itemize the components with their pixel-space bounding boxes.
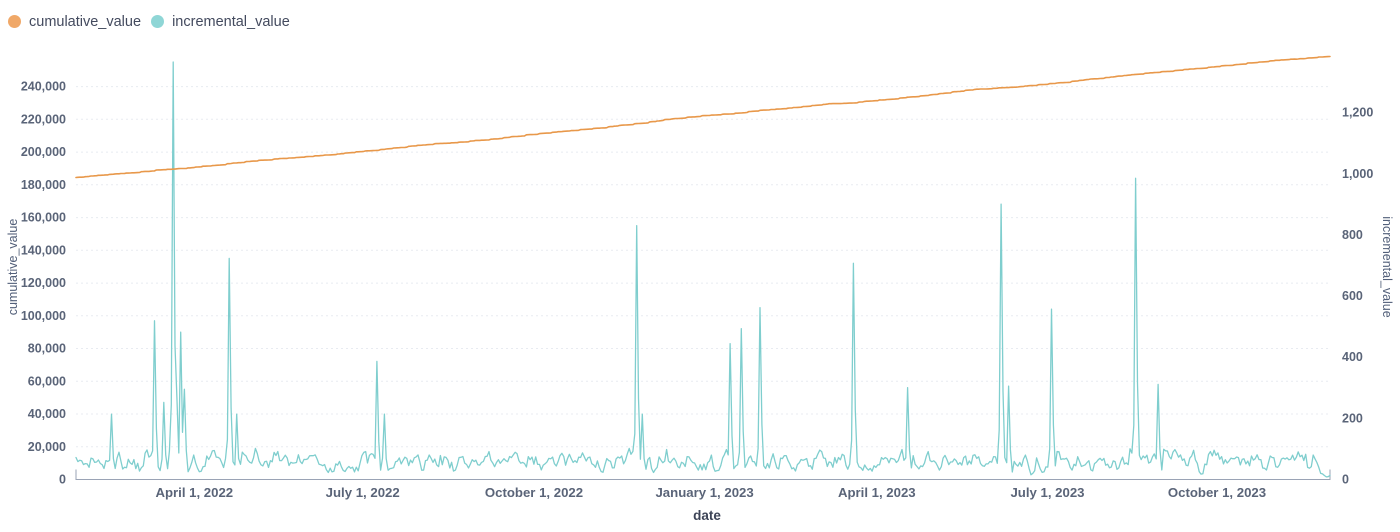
svg-text:October 1, 2023: October 1, 2023 (1168, 485, 1266, 500)
svg-text:20,000: 20,000 (28, 440, 66, 454)
svg-text:1,200: 1,200 (1342, 106, 1373, 120)
svg-text:400: 400 (1342, 350, 1363, 364)
svg-text:100,000: 100,000 (21, 309, 66, 323)
svg-text:40,000: 40,000 (28, 407, 66, 421)
svg-text:July 1, 2022: July 1, 2022 (326, 485, 400, 500)
svg-text:160,000: 160,000 (21, 211, 66, 225)
svg-text:April 1, 2023: April 1, 2023 (838, 485, 916, 500)
svg-text:120,000: 120,000 (21, 276, 66, 290)
svg-text:200,000: 200,000 (21, 145, 66, 159)
svg-text:incremental_value: incremental_value (1380, 216, 1394, 317)
svg-text:July 1, 2023: July 1, 2023 (1010, 485, 1084, 500)
svg-text:April 1, 2022: April 1, 2022 (155, 485, 233, 500)
svg-text:80,000: 80,000 (28, 342, 66, 356)
svg-text:800: 800 (1342, 228, 1363, 242)
svg-text:600: 600 (1342, 289, 1363, 303)
svg-text:cumulative_value: cumulative_value (6, 219, 20, 316)
svg-text:180,000: 180,000 (21, 178, 66, 192)
svg-text:1,000: 1,000 (1342, 167, 1373, 181)
svg-text:220,000: 220,000 (21, 112, 66, 126)
svg-text:0: 0 (1342, 473, 1349, 487)
svg-text:140,000: 140,000 (21, 243, 66, 257)
svg-text:January 1, 2023: January 1, 2023 (655, 485, 753, 500)
svg-text:240,000: 240,000 (21, 80, 66, 94)
svg-text:0: 0 (59, 473, 66, 487)
svg-text:October 1, 2022: October 1, 2022 (485, 485, 583, 500)
svg-text:200: 200 (1342, 411, 1363, 425)
svg-text:60,000: 60,000 (28, 374, 66, 388)
